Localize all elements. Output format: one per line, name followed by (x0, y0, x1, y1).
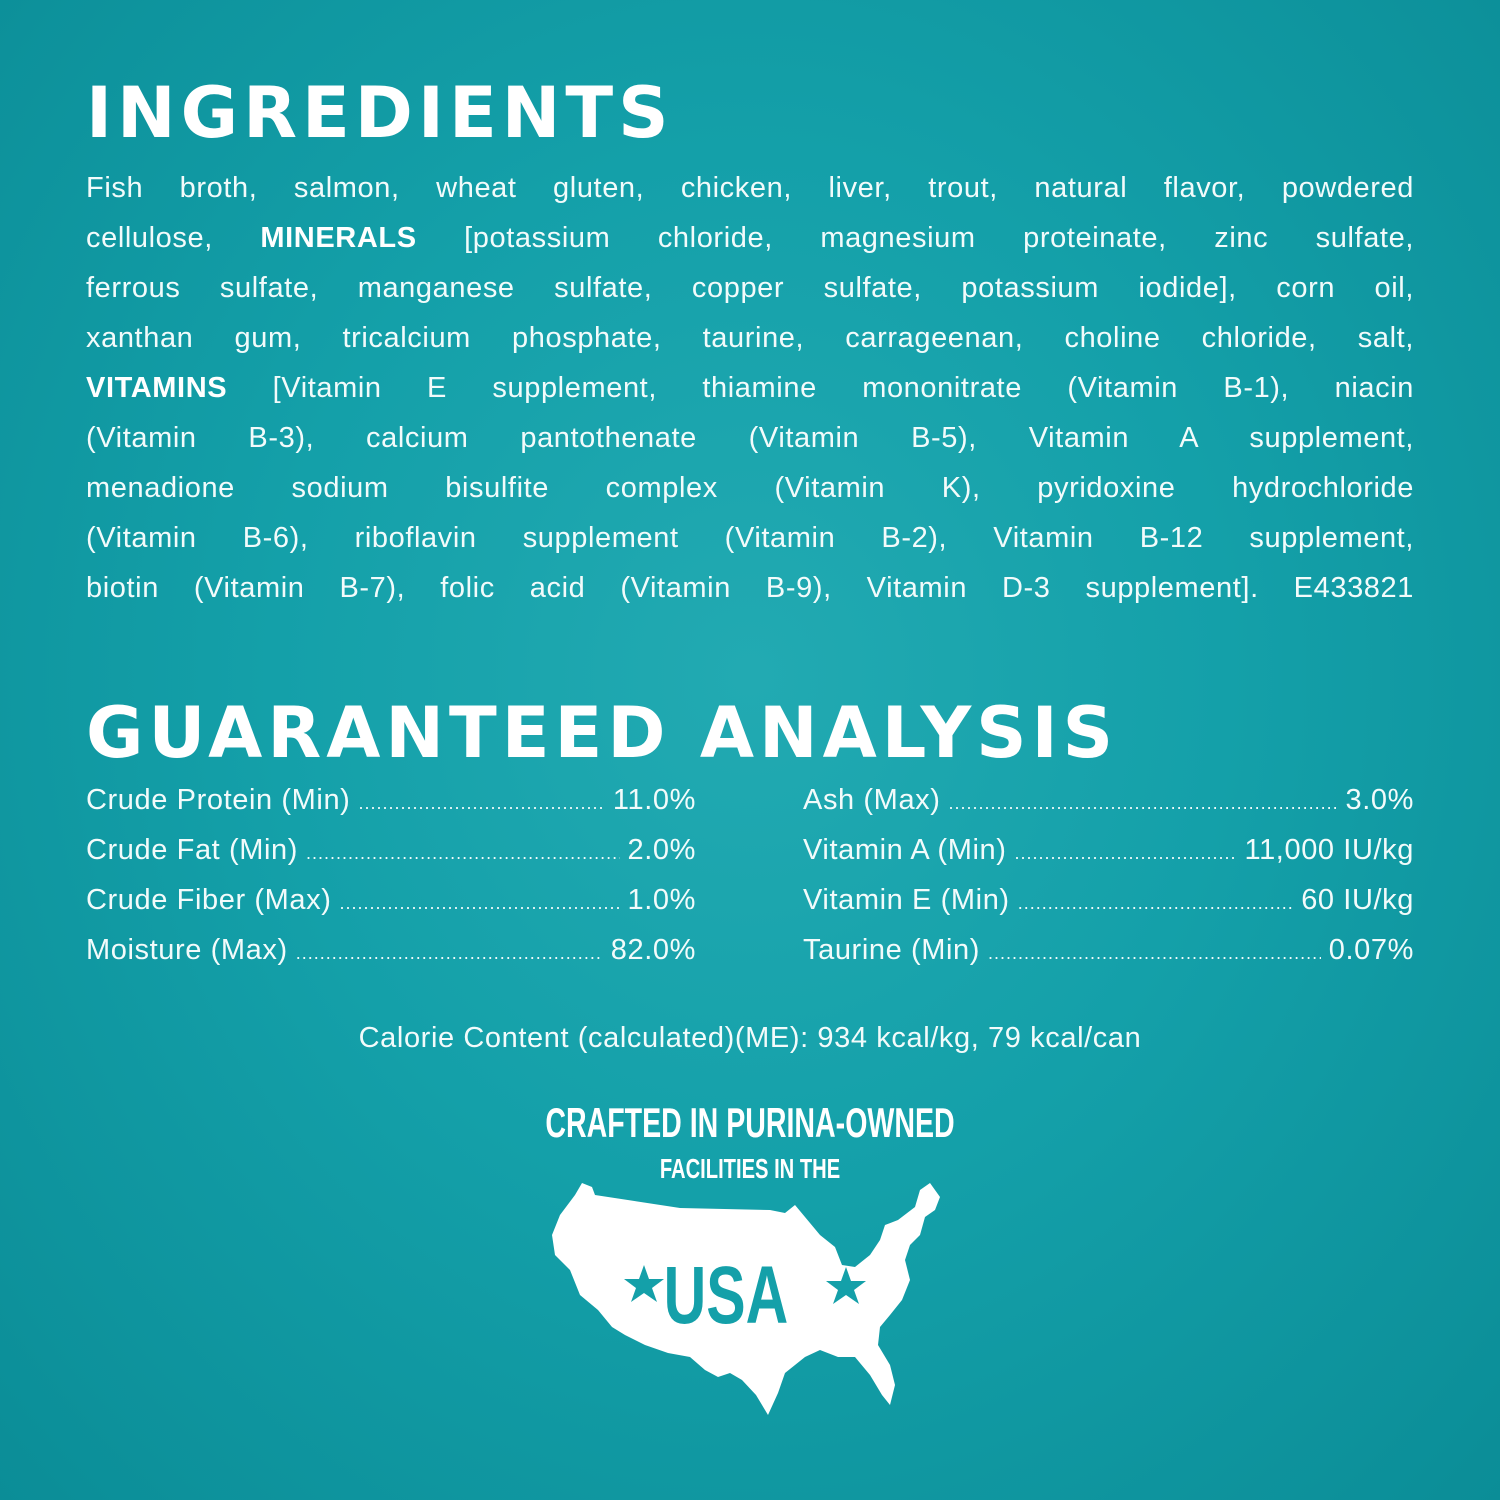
analysis-row: Crude Protein (Min) 11.0% (86, 784, 696, 834)
analysis-label: Vitamin E (Min) (803, 884, 1010, 916)
text: [potassium chloride, magnesium proteinat… (464, 222, 1414, 254)
analysis-value: 2.0% (627, 834, 696, 866)
analysis-title: GUARANTEED ANALYSIS (86, 692, 1119, 774)
analysis-label: Crude Fiber (Max) (86, 884, 332, 916)
analysis-value: 82.0% (610, 934, 696, 966)
text: xanthan gum, tricalcium phosphate, tauri… (86, 322, 1414, 354)
ingredients-line: ferrous sulfate, manganese sulfate, copp… (86, 266, 1414, 316)
analysis-right-column: Ash (Max) 3.0% Vitamin A (Min) 11,000 IU/k… (803, 784, 1414, 984)
minerals-label: MINERALS (260, 222, 417, 254)
usa-map-icon: USA (552, 1183, 940, 1415)
ingredients-line: (Vitamin B-3), calcium pantothenate (Vit… (86, 416, 1414, 466)
analysis-value: 60 IU/kg (1301, 884, 1414, 916)
analysis-value: 11.0% (612, 784, 696, 816)
analysis-label: Crude Fat (Min) (86, 834, 299, 866)
dot-leader (988, 943, 1321, 964)
ingredients-line: (Vitamin B-6), riboflavin supplement (Vi… (86, 516, 1414, 566)
analysis-value: 3.0% (1345, 784, 1414, 816)
ingredients-line: VITAMINS [Vitamin E supplement, thiamine… (86, 366, 1414, 416)
analysis-row: Ash (Max) 3.0% (803, 784, 1414, 834)
ingredients-line: cellulose, MINERALS [potassium chloride,… (86, 216, 1414, 266)
analysis-label: Crude Protein (Min) (86, 784, 351, 816)
analysis-row: Vitamin E (Min) 60 IU/kg (803, 884, 1414, 934)
dot-leader (1018, 893, 1294, 914)
usa-text: USA (664, 1250, 789, 1342)
ingredients-line: biotin (Vitamin B-7), folic acid (Vitami… (86, 566, 1414, 616)
vitamins-label: VITAMINS (86, 372, 228, 404)
analysis-label: Taurine (Min) (803, 934, 981, 966)
dot-leader (339, 893, 619, 914)
analysis-value: 1.0% (627, 884, 696, 916)
ingredients-line: Fish broth, salmon, wheat gluten, chicke… (86, 166, 1414, 216)
calorie-content: Calorie Content (calculated)(ME): 934 kc… (358, 1022, 1142, 1054)
ingredients-line: xanthan gum, tricalcium phosphate, tauri… (86, 316, 1414, 366)
text: menadione sodium bisulfite complex (Vita… (86, 472, 1414, 504)
text: cellulose, (86, 222, 213, 254)
analysis-label: Moisture (Max) (86, 934, 288, 966)
badge-line-1: CRAFTED IN PURINA-OWNED (545, 1099, 955, 1146)
dot-leader (296, 943, 603, 964)
dot-leader (306, 843, 619, 864)
analysis-row: Crude Fat (Min) 2.0% (86, 834, 696, 884)
analysis-label: Ash (Max) (803, 784, 941, 816)
analysis-row: Moisture (Max) 82.0% (86, 934, 696, 984)
dot-leader (1014, 843, 1236, 864)
badge-line-2: FACILITIES IN THE (659, 1153, 841, 1184)
text: (Vitamin B-3), calcium pantothenate (Vit… (86, 422, 1414, 454)
text: biotin (Vitamin B-7), folic acid (Vitami… (86, 572, 1414, 604)
analysis-value: 0.07% (1328, 934, 1414, 966)
analysis-left-column: Crude Protein (Min) 11.0% Crude Fat (Min)… (86, 784, 696, 984)
analysis-row: Crude Fiber (Max) 1.0% (86, 884, 696, 934)
analysis-row: Vitamin A (Min) 11,000 IU/kg (803, 834, 1414, 884)
star-icon (826, 1267, 866, 1304)
analysis-value: 11,000 IU/kg (1244, 834, 1414, 866)
analysis-label: Vitamin A (Min) (803, 834, 1007, 866)
text: [Vitamin E supplement, thiamine mononitr… (272, 372, 1414, 404)
ingredients-title: INGREDIENTS (86, 72, 674, 154)
dot-leader (358, 793, 604, 814)
ingredients-line: menadione sodium bisulfite complex (Vita… (86, 466, 1414, 516)
text: ferrous sulfate, manganese sulfate, copp… (86, 272, 1414, 304)
ingredients-list: Fish broth, salmon, wheat gluten, chicke… (86, 166, 1414, 616)
text: Fish broth, salmon, wheat gluten, chicke… (86, 172, 1414, 204)
star-icon (624, 1265, 664, 1302)
made-in-usa-badge: CRAFTED IN PURINA-OWNED FACILITIES IN TH… (520, 1095, 980, 1435)
text: (Vitamin B-6), riboflavin supplement (Vi… (86, 522, 1414, 554)
analysis-row: Taurine (Min) 0.07% (803, 934, 1414, 984)
dot-leader (949, 793, 1338, 814)
